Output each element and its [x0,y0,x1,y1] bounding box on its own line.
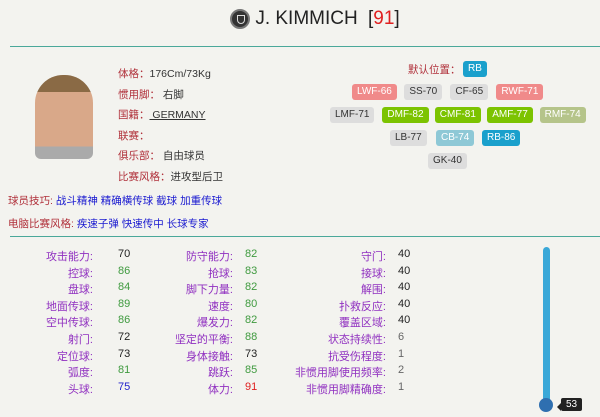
player-header: J. KIMMICH [91] [0,8,600,30]
info-value: 右脚 [162,88,184,101]
overall-rating: [91] [367,8,400,29]
stat-value: 2 [398,364,405,377]
stat-label: 盘球: [67,284,93,297]
stat-value: 82 [245,248,258,260]
stat-label: 跳跃: [207,367,233,380]
stat-value: 86 [118,264,131,277]
stat-label: 速度: [207,300,233,313]
stat-label: 身体接触: [185,350,233,363]
stat-label: 控球: [67,267,93,280]
stat-label: 非惯用脚精确度: [305,383,386,396]
level-slider-handle[interactable] [539,398,553,412]
ai-play-styles: 电脑比赛风格: 疾速子弹 快速传中 长球专家 [8,218,209,230]
level-slider-track[interactable] [543,247,550,407]
stat-value: 80 [245,297,258,310]
stat-label: 定位球: [56,350,93,363]
stat-value: 73 [245,347,258,360]
stat-value: 6 [398,331,405,343]
stat-label: 地面传球: [45,300,93,313]
position-rating-chip: RWF-71 [496,84,544,100]
stat-value: 89 [118,297,131,310]
position-rating-chip: CF-65 [450,84,489,100]
stat-label: 抢球: [207,267,233,280]
stat-value: 40 [398,281,411,294]
stat-value: 82 [245,281,258,294]
stat-value: 73 [118,347,131,360]
stat-value: 70 [118,248,131,260]
info-row: 惯用脚： 右脚 [118,88,184,101]
stat-value: 72 [118,331,131,343]
club-badge-icon [230,9,251,29]
divider [10,236,600,237]
position-rating-chip: CMF-81 [434,107,481,123]
position-rating-chip: LB-77 [390,130,427,146]
stat-value: 86 [118,314,131,327]
stat-label: 坚定的平衡: [174,334,233,346]
position-rating-chip: LWF-66 [352,84,397,100]
stat-label: 守门: [360,251,386,263]
stat-value: 40 [398,264,411,277]
info-row: 联赛： [118,129,150,142]
position-rating-chip: GK-40 [428,153,467,169]
stat-label: 抗受伤程度: [327,350,386,363]
default-position-label: 默认位置： [408,64,461,76]
stat-label: 弧度: [67,367,93,380]
stat-label: 解围: [360,284,386,297]
stat-label: 头球: [67,383,93,396]
stat-label: 状态持续性: [327,334,386,346]
stat-label: 接球: [360,267,386,280]
stat-value: 85 [245,364,258,377]
info-row: 国籍： GERMANY [118,109,206,121]
default-position-chip: RB [463,61,487,77]
player-photo [35,75,93,159]
info-row: 体格：176Cm/73Kg [118,68,211,80]
stat-value: 75 [118,380,131,393]
info-value: 进攻型后卫 [170,170,224,183]
stat-label: 覆盖区域: [338,317,386,330]
stat-label: 射门: [67,334,93,346]
position-rating-chip: RB-86 [482,130,521,146]
position-rating-chip: DMF-82 [382,107,429,123]
stat-value: 40 [398,297,411,310]
stat-label: 体力: [207,383,233,396]
info-value: 176Cm/73Kg [149,68,211,80]
level-slider-tooltip: 53 [556,398,583,411]
info-row: 俱乐部： 自由球员 [118,150,205,162]
info-row: 比赛风格：进攻型后卫 [118,170,224,183]
info-value: 自由球员 [162,150,205,162]
position-rating-chip: CB-74 [436,130,475,146]
stat-value: 40 [398,248,411,260]
player-name: J. KIMMICH [255,8,358,29]
position-rating-chip: RMF-74 [539,107,586,123]
position-rating-chip: SS-70 [404,84,443,100]
stat-label: 空中传球: [45,317,93,330]
stat-value: 84 [118,281,131,294]
stat-value: 1 [398,380,405,393]
stat-label: 防守能力: [185,251,233,263]
stat-label: 脚下力量: [185,284,233,297]
position-rating-chip: LMF-71 [330,107,375,123]
stat-label: 扑救反应: [338,300,386,313]
stat-value: 83 [245,264,258,277]
stat-label: 攻击能力: [45,251,93,263]
divider [10,46,600,47]
stat-label: 爆发力: [196,317,233,330]
stat-value: 91 [245,380,258,393]
stat-value: 81 [118,364,131,377]
stat-value: 1 [398,347,405,360]
player-skills: 球员技巧: 战斗精神 精确横传球 截球 加重传球 [8,195,223,207]
position-rating-chip: AMF-77 [487,107,533,123]
stat-value: 40 [398,314,411,327]
stat-label: 非惯用脚使用频率: [294,367,386,380]
stat-value: 82 [245,314,258,327]
nationality-link[interactable]: GERMANY [149,109,206,121]
stat-value: 88 [245,331,258,343]
